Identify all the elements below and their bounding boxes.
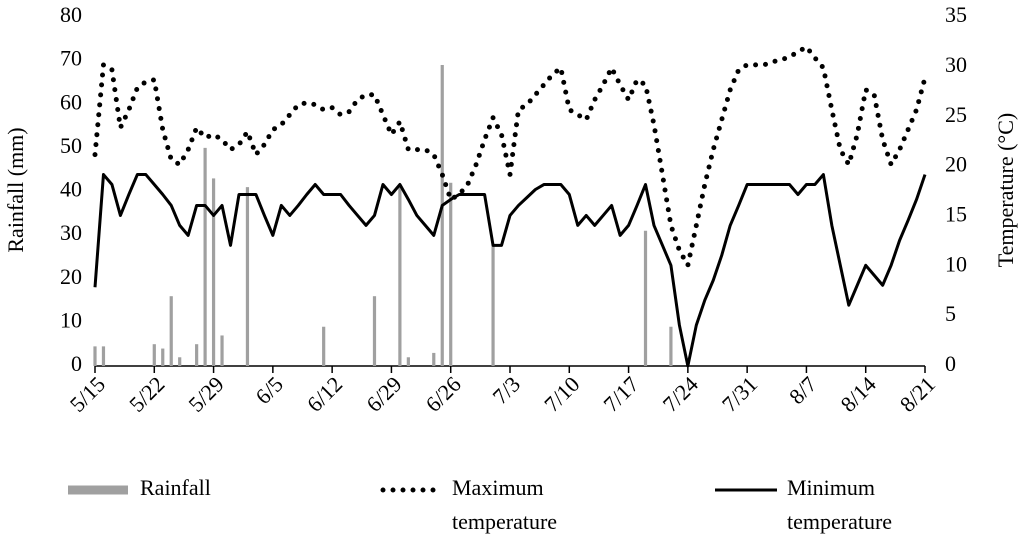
x-tick-label: 6/26 [420,371,465,416]
bar [406,357,410,366]
bar [669,326,673,366]
line [92,44,928,268]
y-tick-label: 0 [71,351,82,376]
bar [169,296,173,366]
y2-tick-label: 0 [945,351,956,376]
y-axis-label: Rainfall (mm) [3,127,28,252]
y-tick-label: 20 [60,264,82,289]
x-tick-label: 5/22 [124,371,169,416]
x-tick-label: 7/10 [539,371,584,416]
y-tick-label: 50 [60,133,82,158]
x-tick-label: 7/17 [598,371,643,416]
legend-label: Rainfall [140,475,211,500]
bar [245,187,250,366]
x-tick-label: 8/7 [784,371,822,409]
x-tick-label: 6/5 [250,371,288,409]
x-tick-label: 8/14 [835,371,880,416]
y-tick-label: 30 [60,220,82,245]
bar [449,182,453,366]
bar [101,346,106,366]
x-tick-label: 5/29 [183,371,228,416]
x-tick-label: 5/15 [65,371,110,416]
y-tick-label: 80 [60,2,82,27]
bar [491,243,495,366]
bar [398,187,402,366]
x-tick-label: 7/31 [717,371,762,416]
bar [322,326,326,366]
y-tick-label: 40 [60,177,82,202]
y-tick-label: 70 [60,46,82,71]
bar [161,348,165,366]
bar [372,296,377,366]
y2-tick-label: 20 [945,152,967,177]
y-tick-label: 10 [60,307,82,332]
y2-axis-label: Temperature (°C) [993,113,1018,267]
bar [643,230,648,366]
bar [152,344,156,366]
y-tick-label: 60 [60,89,82,114]
x-tick-label: 8/21 [895,371,940,416]
line [93,173,927,368]
legend-label: Maximum temperature [452,475,557,534]
bar [211,178,216,366]
x-tick-label: 6/12 [302,371,347,416]
y2-tick-label: 30 [945,52,967,77]
bar [195,344,199,366]
x-tick-label: 7/24 [658,371,703,416]
x-tick-label: 6/29 [361,371,406,416]
bar [178,357,182,366]
bar [203,147,207,366]
y2-tick-label: 15 [945,201,967,226]
legend-label: Minimum temperature [787,475,892,534]
y2-tick-label: 35 [945,2,967,27]
bar [220,335,224,366]
bar [440,64,444,367]
x-tick-label: 7/3 [488,371,526,409]
bar [432,352,436,366]
bar [93,346,97,366]
y2-tick-label: 25 [945,102,967,127]
y2-tick-label: 5 [945,301,956,326]
y2-tick-label: 10 [945,251,967,276]
